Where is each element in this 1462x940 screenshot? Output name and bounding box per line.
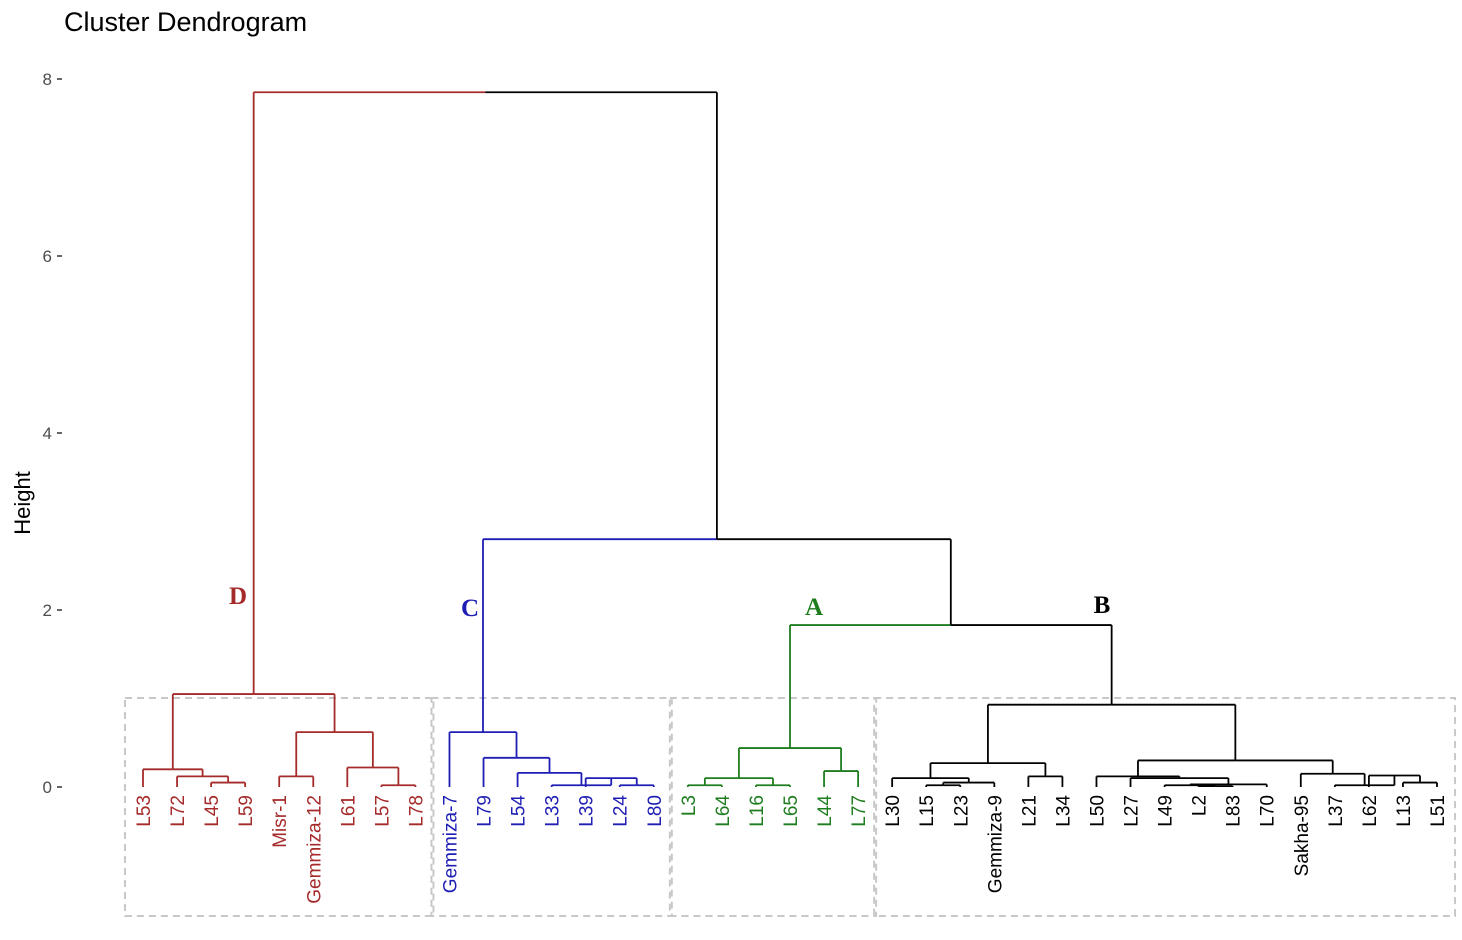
leaf-label-L51: L51 — [1428, 795, 1449, 827]
cluster-label-B: B — [1094, 592, 1111, 619]
leaf-label-L27: L27 — [1122, 795, 1143, 827]
cluster-label-A: A — [805, 594, 823, 621]
leaf-label-L2: L2 — [1190, 795, 1211, 816]
leaf-label-L79: L79 — [475, 795, 496, 827]
leaf-labels: L53 L72 L45 L59 Misr-1 Gemmiza-12 L61 L57 L78 Gem… — [134, 795, 1449, 904]
leaf-label-L23: L23 — [951, 795, 972, 827]
leaf-label-L15: L15 — [917, 795, 938, 827]
y-tick-label: 0 — [43, 778, 52, 797]
leaf-label-L21: L21 — [1019, 795, 1040, 827]
leaf-label-L39: L39 — [577, 795, 598, 827]
cluster-label-C: C — [461, 595, 479, 622]
leaf-label-L77: L77 — [849, 795, 870, 827]
y-tick-label: 8 — [43, 70, 52, 89]
leaf-label-L65: L65 — [781, 795, 802, 827]
leaf-label-L64: L64 — [713, 795, 734, 827]
leaf-label-L72: L72 — [168, 795, 189, 827]
cluster-label-D: D — [229, 583, 247, 610]
leaf-label-L30: L30 — [883, 795, 904, 827]
leaf-label-L70: L70 — [1258, 795, 1279, 827]
cluster-boxes — [123, 697, 1457, 917]
leaf-label-Gemmiza-9: Gemmiza-9 — [985, 795, 1006, 893]
leaf-label-L34: L34 — [1053, 795, 1074, 827]
chart-title: Cluster Dendrogram — [64, 7, 307, 37]
leaf-label-L3: L3 — [679, 795, 700, 816]
leaf-label-L44: L44 — [815, 795, 836, 827]
leaf-label-L50: L50 — [1087, 795, 1108, 827]
leaf-label-L24: L24 — [611, 795, 632, 827]
cluster-box-C — [430, 697, 673, 917]
y-tick-label: 4 — [43, 424, 52, 443]
leaf-label-L16: L16 — [747, 795, 768, 827]
cluster-box-A — [668, 697, 878, 917]
leaf-label-L53: L53 — [134, 795, 155, 827]
leaf-label-L37: L37 — [1326, 795, 1347, 827]
y-tick-label: 6 — [43, 247, 52, 266]
leaf-label-L13: L13 — [1394, 795, 1415, 827]
leaf-label-L33: L33 — [543, 795, 564, 827]
leaf-label-L83: L83 — [1224, 795, 1245, 827]
leaf-label-Misr-1: Misr-1 — [270, 795, 291, 848]
leaf-label-L78: L78 — [406, 795, 427, 827]
leaf-label-L80: L80 — [645, 795, 666, 827]
y-axis-label: Height — [10, 471, 35, 535]
y-axis: 0 2 4 6 8 — [43, 70, 62, 797]
leaf-label-L61: L61 — [338, 795, 359, 827]
leaf-label-L59: L59 — [236, 795, 257, 827]
dendrogram-links — [142, 91, 1438, 788]
cluster-box-B — [873, 697, 1457, 917]
leaf-label-L49: L49 — [1156, 795, 1177, 827]
y-tick-label: 2 — [43, 601, 52, 620]
leaf-label-Gemmiza-7: Gemmiza-7 — [440, 795, 461, 893]
leaf-label-Gemmiza-12: Gemmiza-12 — [304, 795, 325, 904]
leaf-label-L62: L62 — [1360, 795, 1381, 827]
leaf-label-L57: L57 — [372, 795, 393, 827]
leaf-label-Sakha-95: Sakha-95 — [1292, 795, 1313, 876]
leaf-label-L45: L45 — [202, 795, 223, 827]
leaf-label-L54: L54 — [509, 795, 530, 827]
